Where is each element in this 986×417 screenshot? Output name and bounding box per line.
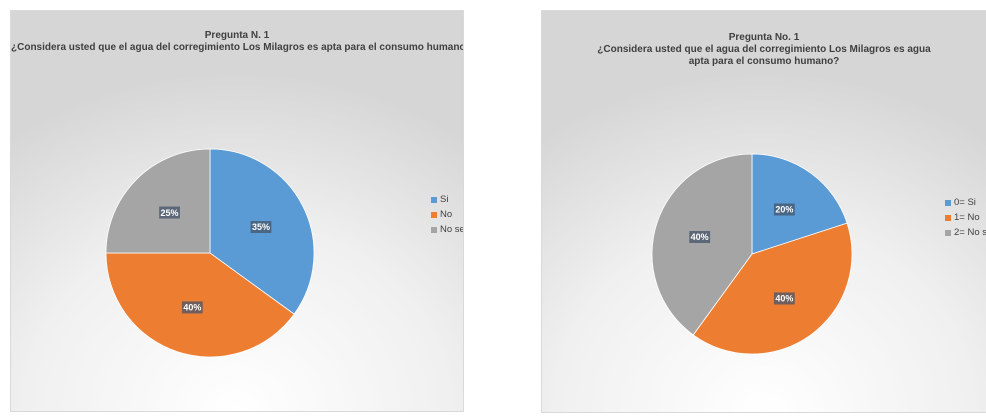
legend-swatch: [431, 211, 437, 218]
legend-item-1-no: 1= No: [945, 210, 986, 225]
legend-item-2-no-se: 2= No se: [945, 225, 986, 240]
chart-title: Pregunta No. 1 ¿Considera usted que el a…: [542, 32, 986, 68]
legend-item-no: No: [431, 207, 463, 222]
pie-slice-0-si: [751, 153, 848, 255]
pie-chart-2-plot: 20% 40% 40%: [542, 11, 986, 412]
data-label-background: [689, 231, 711, 244]
legend-item-si: Si: [431, 192, 463, 207]
chart-title-line-1: Pregunta No. 1: [728, 32, 800, 43]
legend-label: 0= Si: [954, 197, 976, 208]
data-label-no: 40%: [183, 303, 201, 313]
data-label-background: [159, 206, 180, 219]
legend-swatch: [945, 229, 951, 236]
data-label-background: [773, 292, 795, 305]
legend-swatch: [945, 214, 951, 221]
chart-title: Pregunta N. 1 ¿Considera usted que el ag…: [11, 30, 463, 54]
pie-chart-1-plot: 35% 40% 25%: [11, 11, 463, 411]
legend-item-0-si: 0= Si: [945, 195, 986, 210]
legend-label: No se: [440, 224, 464, 235]
data-label-background: [181, 301, 203, 314]
pie-slice-2-no-se: [651, 153, 753, 336]
data-label-background: [773, 203, 795, 216]
chart-title-line-2: ¿Considera usted que el agua del corregi…: [11, 42, 464, 53]
pie-slice-no-se: [105, 148, 211, 254]
legend-label: 2= No se: [954, 227, 986, 238]
pie-chart-1: 35% 40% 25% Pregunta N. 1 ¿Considera usted…: [10, 10, 464, 412]
chart-title-line-2: ¿Considera usted que el agua del corregi…: [597, 44, 931, 67]
legend-label: 1= No: [954, 212, 980, 223]
data-label-no-se: 25%: [161, 208, 179, 218]
pie-chart-2: 20% 40% 40% Pregunta No. 1 ¿Considera uste…: [541, 10, 986, 413]
pie-slice-1-no: [692, 222, 853, 355]
data-label-si: 35%: [252, 222, 270, 232]
legend-item-no-se: No se: [431, 222, 464, 237]
legend-swatch: [431, 226, 437, 233]
legend-label: No: [440, 209, 453, 220]
legend-swatch: [431, 196, 437, 203]
data-label-background: [250, 221, 272, 234]
legend-label: Si: [440, 194, 449, 205]
data-label-1-no: 40%: [775, 294, 793, 304]
chart-title-line-1: Pregunta N. 1: [204, 30, 270, 41]
chart-legend: 0= Si 1= No 2= No se: [945, 195, 986, 240]
legend-swatch: [945, 199, 951, 206]
chart-legend: Si No No se: [431, 192, 464, 237]
data-label-0-si: 20%: [775, 205, 793, 215]
data-label-2-no-se: 40%: [691, 232, 709, 242]
